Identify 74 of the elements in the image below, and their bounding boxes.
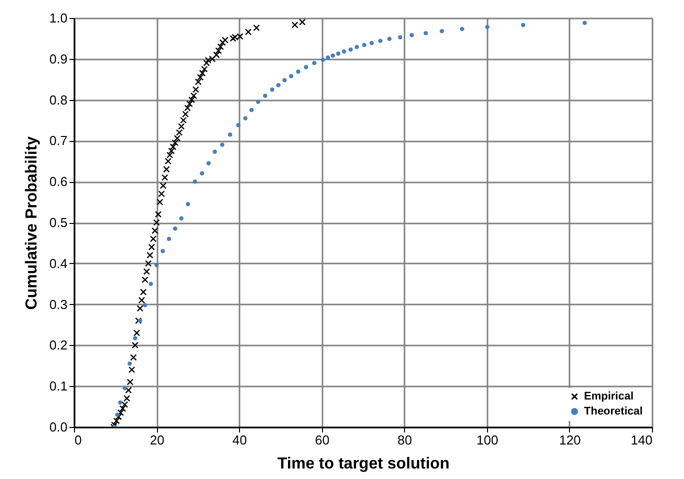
point — [118, 400, 122, 405]
point — [330, 54, 335, 58]
point — [410, 33, 414, 38]
x-tick-label: 40 — [232, 432, 247, 448]
point — [138, 318, 142, 323]
point — [289, 74, 294, 78]
point — [582, 20, 587, 26]
point — [378, 38, 382, 44]
y-tick-label: 0.0 — [49, 420, 68, 434]
point — [243, 116, 248, 120]
point — [115, 412, 120, 417]
point — [263, 94, 268, 98]
point — [370, 40, 374, 46]
point — [236, 123, 240, 128]
point — [179, 216, 184, 221]
x-tick-label: 140 — [630, 432, 652, 448]
point — [200, 171, 204, 176]
point — [220, 142, 224, 147]
point — [122, 386, 127, 390]
point — [142, 303, 148, 308]
y-tick-label: 0.4 — [49, 256, 68, 271]
y-tick-label: 0.8 — [49, 92, 68, 108]
point — [276, 82, 280, 88]
y-tick-label: 0.2 — [49, 338, 68, 353]
point — [270, 87, 274, 92]
y-tick-label: 0.9 — [49, 51, 68, 66]
point — [173, 226, 178, 231]
y-tick-label: 0.7 — [49, 133, 68, 148]
point — [398, 35, 402, 40]
point — [342, 49, 346, 54]
point — [460, 26, 464, 32]
point — [282, 78, 287, 82]
point — [148, 282, 153, 286]
point — [228, 132, 232, 137]
point — [440, 28, 444, 34]
point — [256, 100, 260, 104]
point — [128, 361, 132, 366]
point — [354, 44, 359, 50]
point — [132, 336, 138, 340]
legend-label: Empirical — [584, 390, 634, 402]
y-tick-label: 0.5 — [49, 215, 68, 230]
point — [154, 262, 159, 268]
point — [521, 22, 526, 28]
y-tick-label: 0.1 — [49, 378, 68, 394]
point — [320, 58, 326, 62]
x-tick-label: 60 — [314, 432, 330, 448]
point — [249, 108, 254, 112]
point — [160, 249, 165, 254]
y-tick-label: 0.6 — [49, 174, 68, 190]
point — [387, 36, 392, 41]
point — [312, 60, 316, 66]
point — [212, 150, 217, 154]
x-axis-title: Time to target solution — [277, 456, 450, 472]
x-tick-label: 0 — [74, 432, 82, 448]
x-tick-label: 100 — [476, 432, 498, 448]
legend-label: Theoretical — [584, 406, 643, 418]
x-tick-label: 20 — [150, 432, 164, 448]
point — [304, 64, 308, 70]
point — [192, 179, 198, 184]
point — [336, 51, 340, 56]
y-axis-title: Cumulative Probability — [23, 136, 40, 310]
point — [362, 42, 366, 48]
point — [326, 56, 330, 60]
x-tick-label: 80 — [398, 432, 412, 448]
point — [348, 47, 353, 52]
point — [186, 202, 190, 206]
point — [206, 161, 211, 166]
x-tick-label: 120 — [559, 432, 581, 448]
y-tick-label: 1.0 — [49, 10, 68, 26]
y-tick-label: 0.3 — [49, 296, 68, 312]
point — [296, 69, 300, 74]
point — [424, 31, 428, 36]
point — [485, 24, 490, 30]
point — [166, 236, 172, 241]
